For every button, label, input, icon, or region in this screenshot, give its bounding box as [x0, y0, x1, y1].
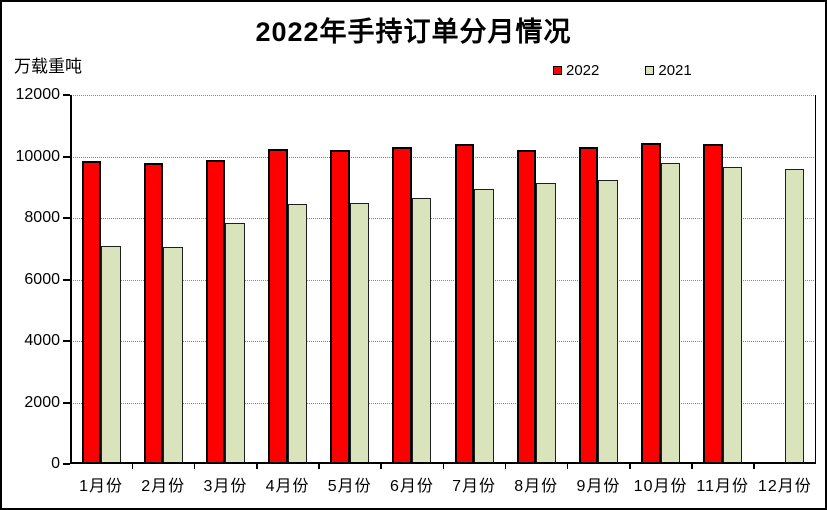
- x-axis-tick: [380, 464, 382, 469]
- x-tick-label-12月份: 12月份: [758, 478, 812, 495]
- bar-2021-6月份: [411, 198, 432, 464]
- legend-item-2021: 2021: [645, 62, 692, 79]
- gridline-10000: [70, 156, 816, 158]
- y-axis-unit-label: 万载重吨: [14, 57, 82, 76]
- y-axis-tick: [63, 94, 70, 96]
- x-tick-label-7月份: 7月份: [452, 478, 497, 495]
- x-axis-tick: [629, 464, 631, 469]
- bar-2022-10月份: [641, 142, 661, 464]
- bar-2022-8月份: [516, 150, 537, 464]
- gridline-6000: [70, 279, 816, 281]
- y-tick-label-10000: 10000: [15, 147, 61, 165]
- y-tick-label-12000: 12000: [15, 86, 61, 103]
- x-tick-label-8月份: 8月份: [514, 478, 559, 495]
- bar-2021-11月份: [722, 167, 743, 464]
- x-axis-tick: [318, 464, 320, 469]
- chart-legend: 2022 2021: [553, 62, 692, 79]
- x-axis-tick: [566, 464, 569, 469]
- y-axis-tick: [63, 463, 70, 465]
- x-tick-label-6月份: 6月份: [389, 478, 434, 495]
- bar-2021-10月份: [660, 162, 681, 464]
- x-axis-tick: [691, 464, 693, 469]
- bar-2021-7月份: [474, 188, 494, 464]
- bar-2022-2月份: [143, 162, 164, 464]
- bar-2022-7月份: [454, 144, 475, 464]
- bar-2021-2月份: [163, 247, 183, 464]
- bar-2021-1月份: [101, 245, 121, 464]
- bar-2022-4月份: [268, 148, 288, 464]
- bar-2022-9月份: [578, 147, 599, 464]
- x-tick-label-4月份: 4月份: [265, 478, 310, 495]
- gridline-12000: [70, 95, 816, 96]
- y-axis-tick: [63, 401, 70, 404]
- legend-swatch-icon: [553, 66, 562, 75]
- x-axis-tick: [504, 464, 507, 469]
- bar-2022-1月份: [81, 161, 102, 464]
- x-tick-label-11月份: 11月份: [696, 478, 750, 495]
- legend-label: 2022: [566, 62, 600, 79]
- x-axis-tick: [131, 464, 134, 469]
- x-axis-tick: [442, 464, 444, 469]
- x-tick-label-5月份: 5月份: [327, 478, 372, 495]
- x-tick-label-1月份: 1月份: [79, 478, 124, 495]
- x-axis-tick: [753, 464, 755, 469]
- bar-2021-8月份: [536, 182, 556, 464]
- y-tick-label-8000: 8000: [24, 209, 60, 226]
- y-tick-label-4000: 4000: [24, 332, 60, 349]
- legend-label: 2021: [658, 62, 692, 79]
- gridline-2000: [70, 402, 816, 404]
- bar-2021-12月份: [784, 168, 805, 464]
- legend-swatch-icon: [645, 66, 655, 75]
- bar-2021-3月份: [225, 222, 245, 464]
- x-tick-label-9月份: 9月份: [576, 478, 621, 495]
- bar-2021-9月份: [598, 179, 618, 464]
- y-axis-tick: [63, 340, 70, 342]
- plot-area: [63, 94, 816, 469]
- y-axis-tick: [63, 278, 70, 281]
- gridline-8000: [70, 218, 816, 219]
- y-axis-tick: [63, 155, 70, 158]
- legend-item-2022: 2022: [553, 62, 599, 79]
- y-axis-tick: [63, 217, 70, 219]
- plot-right-border: [815, 95, 816, 464]
- bar-2021-4月份: [287, 204, 308, 464]
- x-tick-label-10月份: 10月份: [633, 478, 688, 495]
- y-tick-label-6000: 6000: [24, 270, 60, 288]
- gridline-4000: [70, 341, 816, 342]
- chart-title: 2022年手持订单分月情况: [255, 17, 572, 47]
- bar-2022-6月份: [392, 147, 412, 464]
- y-axis-line: [70, 95, 72, 464]
- x-tick-label-3月份: 3月份: [203, 478, 248, 495]
- bar-2022-5月份: [330, 150, 350, 464]
- y-tick-label-2000: 2000: [24, 393, 60, 411]
- x-axis-tick: [256, 464, 258, 469]
- bar-2021-5月份: [349, 202, 370, 464]
- bar-2022-11月份: [703, 144, 723, 464]
- x-axis-line: [70, 462, 816, 464]
- bar-2022-3月份: [205, 159, 226, 464]
- y-tick-label-0: 0: [51, 455, 60, 472]
- x-tick-label-2月份: 2月份: [141, 478, 186, 495]
- x-axis-tick: [193, 464, 196, 469]
